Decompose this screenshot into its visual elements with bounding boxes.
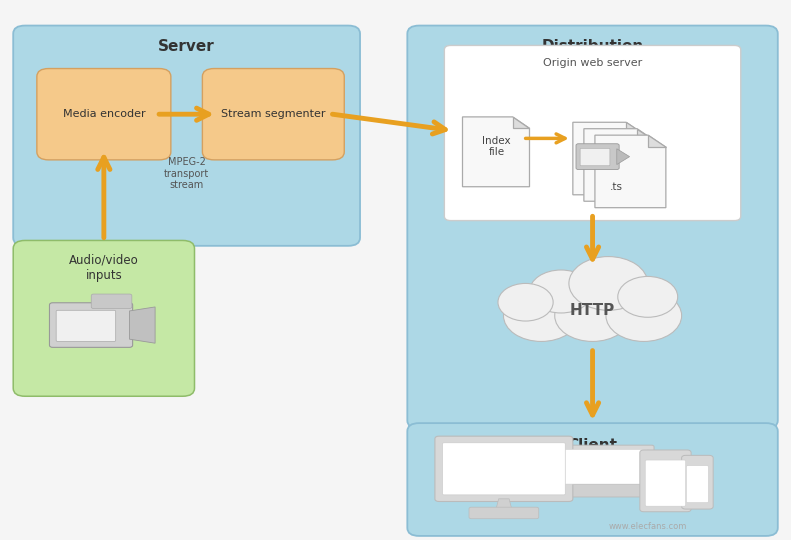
- FancyBboxPatch shape: [202, 69, 344, 160]
- Polygon shape: [463, 117, 529, 187]
- FancyBboxPatch shape: [547, 445, 654, 488]
- Circle shape: [498, 284, 553, 321]
- FancyBboxPatch shape: [37, 69, 171, 160]
- Circle shape: [504, 290, 579, 341]
- Polygon shape: [130, 307, 155, 343]
- FancyBboxPatch shape: [13, 240, 195, 396]
- Polygon shape: [573, 122, 644, 195]
- Polygon shape: [513, 117, 529, 129]
- FancyBboxPatch shape: [645, 460, 686, 506]
- Text: Audio/video
inputs: Audio/video inputs: [69, 254, 138, 282]
- Text: Server: Server: [158, 39, 215, 54]
- Text: Index
file: Index file: [482, 136, 511, 157]
- FancyBboxPatch shape: [91, 294, 132, 308]
- FancyBboxPatch shape: [469, 507, 539, 519]
- FancyBboxPatch shape: [687, 465, 709, 503]
- FancyBboxPatch shape: [407, 423, 778, 536]
- Text: Origin web server: Origin web server: [543, 58, 642, 68]
- FancyBboxPatch shape: [553, 449, 648, 484]
- Polygon shape: [637, 129, 655, 141]
- Text: Stream segmenter: Stream segmenter: [221, 109, 326, 119]
- Polygon shape: [595, 135, 666, 208]
- Text: MPEG-2
transport
stream: MPEG-2 transport stream: [164, 157, 210, 191]
- FancyBboxPatch shape: [580, 148, 610, 166]
- Polygon shape: [584, 129, 655, 201]
- Circle shape: [529, 270, 592, 313]
- FancyBboxPatch shape: [435, 436, 573, 502]
- FancyBboxPatch shape: [442, 443, 566, 495]
- FancyBboxPatch shape: [543, 484, 658, 497]
- Text: Media encoder: Media encoder: [62, 109, 146, 119]
- Circle shape: [554, 290, 630, 341]
- Text: www.elecfans.com: www.elecfans.com: [608, 522, 687, 531]
- Polygon shape: [626, 122, 644, 134]
- FancyBboxPatch shape: [50, 303, 133, 347]
- Polygon shape: [617, 148, 630, 165]
- Text: Client: Client: [568, 437, 618, 453]
- FancyBboxPatch shape: [13, 25, 360, 246]
- Circle shape: [606, 290, 682, 341]
- FancyBboxPatch shape: [576, 144, 619, 170]
- Circle shape: [569, 256, 648, 310]
- Text: Distribution: Distribution: [541, 39, 644, 54]
- Text: .ts: .ts: [610, 182, 623, 192]
- FancyBboxPatch shape: [407, 25, 778, 428]
- Polygon shape: [496, 499, 512, 509]
- Polygon shape: [648, 135, 666, 147]
- FancyBboxPatch shape: [445, 45, 740, 220]
- Circle shape: [618, 276, 678, 318]
- FancyBboxPatch shape: [640, 450, 691, 512]
- Text: HTTP: HTTP: [570, 303, 615, 318]
- FancyBboxPatch shape: [56, 310, 115, 341]
- FancyBboxPatch shape: [682, 455, 713, 509]
